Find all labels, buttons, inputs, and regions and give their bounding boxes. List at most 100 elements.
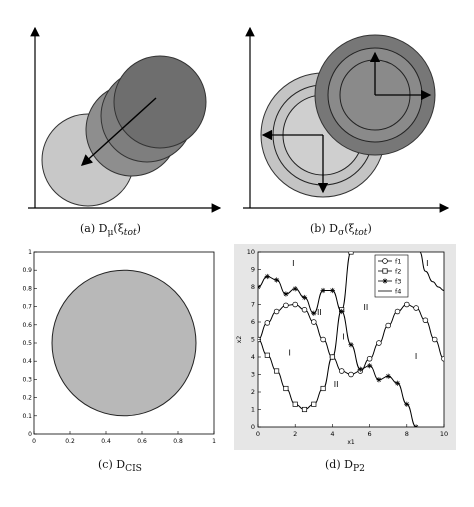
panel-c-caption: (c) DCIS [98, 458, 142, 475]
data-point-star [385, 373, 391, 379]
y-tick-label: 8 [251, 283, 255, 291]
legend-label: f3 [395, 278, 401, 286]
data-point-circle [338, 368, 345, 374]
legend-box [374, 254, 409, 298]
data-point-star [348, 342, 354, 348]
panel-a-circle-4 [113, 55, 207, 149]
legend-label: f4 [395, 288, 401, 296]
data-point-circle [382, 258, 388, 264]
x-tick-label: 4 [330, 430, 334, 438]
data-point-circle [431, 336, 438, 343]
data-point-circle [311, 319, 317, 325]
data-point-star [357, 366, 363, 372]
region-label: II [317, 308, 322, 317]
y-tick-label: 9 [251, 266, 255, 274]
panel-a-caption: (a) Dμ(ξtot) [80, 222, 141, 239]
x-tick-label: 10 [440, 430, 448, 438]
data-point-square [320, 385, 326, 392]
region-label: I [342, 333, 344, 342]
data-point-star [311, 310, 317, 316]
data-point-square [283, 385, 289, 392]
y-tick-label: 0.9 [22, 267, 32, 274]
y-tick-label: 7 [251, 301, 255, 309]
data-point-circle [348, 371, 354, 378]
data-point-circle [394, 308, 401, 315]
x-tick-label: 1 [212, 438, 216, 445]
data-point-square [301, 406, 308, 413]
data-point-circle [376, 340, 382, 346]
panel-b-caption: (b) Dσ(ξtot) [310, 222, 372, 239]
x-tick-label: 0.2 [65, 438, 75, 445]
data-point-star [320, 287, 326, 294]
region-label: I [292, 259, 294, 268]
data-point-circle [283, 302, 289, 309]
x-tick-label: 0 [32, 438, 36, 445]
y-tick-label: 4 [251, 353, 255, 361]
data-point-circle [292, 301, 298, 308]
data-point-circle [441, 356, 444, 362]
data-point-circle [366, 355, 373, 362]
data-point-square [264, 352, 270, 358]
y-tick-label: 0.7 [22, 304, 32, 311]
region-label: I [415, 352, 417, 361]
region-label: I [288, 348, 290, 357]
y-tick-label: 0.5 [22, 340, 32, 347]
x-tick-label: 8 [405, 430, 409, 438]
panel-a-diagram [28, 26, 222, 213]
data-point-star [274, 277, 280, 283]
data-point-star [301, 294, 308, 301]
data-point-star [394, 380, 401, 386]
y-tick-label: 0.1 [22, 413, 32, 420]
data-point-star [329, 287, 335, 294]
region-label: I [426, 259, 428, 268]
y-tick-label: 3 [251, 371, 255, 379]
x-tick-label: 0.4 [101, 438, 111, 445]
data-point-star [292, 286, 298, 292]
series-group [258, 252, 444, 427]
series-line-f4 [419, 252, 444, 291]
data-point-square [329, 354, 335, 360]
data-point-circle [264, 320, 271, 326]
data-point-circle [301, 306, 308, 313]
y-tick-label: 10 [247, 248, 255, 256]
x-tick-label: 0 [256, 430, 260, 438]
data-point-circle [413, 305, 419, 311]
x-axis-label: x1 [347, 439, 355, 446]
data-point-star [376, 377, 382, 383]
data-point-circle [422, 317, 429, 323]
y-tick-label: 0.3 [22, 376, 32, 383]
data-point-star [367, 363, 373, 369]
y-tick-label: 1 [251, 406, 255, 414]
data-point-square [311, 401, 317, 407]
panel-a-shift-arrow [80, 97, 157, 166]
y-tick-label: 2 [251, 388, 255, 396]
y-tick-label: 0.4 [22, 358, 32, 365]
legend-label: f2 [395, 268, 401, 276]
x-tick-label: 2 [293, 430, 297, 438]
y-tick-label: 0 [251, 423, 255, 431]
data-point-square [292, 401, 298, 407]
x-tick-label: 0.8 [173, 438, 183, 445]
cis-region-circle [51, 269, 197, 417]
region-label: II [334, 380, 339, 389]
panel-c-chart: 0 0.2 0.4 0.6 0.8 1 0 0.1 0.2 0.3 0.4 0.5 0.6 0.7 0.8 0… [22, 249, 216, 445]
y-tick-label: 5 [251, 336, 255, 344]
data-point-star [382, 278, 388, 284]
data-point-circle [320, 336, 326, 343]
data-point-square [274, 368, 280, 374]
data-point-square [348, 252, 354, 255]
data-point-circle [404, 301, 410, 308]
y-tick-label: 0 [28, 431, 32, 438]
data-point-circle [273, 308, 280, 315]
data-point-star [264, 273, 270, 280]
y-tick-label: 0.2 [22, 395, 32, 402]
region-label: II [364, 303, 369, 312]
data-point-star [339, 308, 345, 315]
y-axis-label: x2 [236, 336, 243, 344]
y-tick-label: 1 [28, 249, 32, 256]
data-point-star [404, 401, 410, 407]
data-point-circle [385, 322, 391, 329]
data-point-square [382, 268, 388, 274]
x-tick-label: 6 [368, 430, 372, 438]
